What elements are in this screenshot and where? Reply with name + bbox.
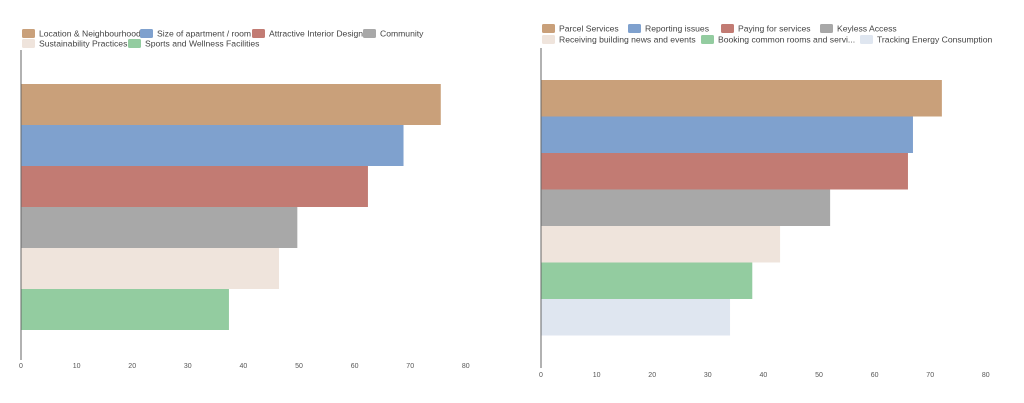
bar <box>541 299 731 336</box>
x-tick-label: 20 <box>648 372 656 379</box>
legend-label: Tracking Energy Consumption <box>877 35 992 45</box>
legend-swatch <box>22 29 35 38</box>
x-tick-label: 60 <box>871 372 879 379</box>
legend-label: Sports and Wellness Facilities <box>145 39 259 49</box>
x-tick-label: 80 <box>982 372 990 379</box>
legend-swatch <box>542 35 555 44</box>
x-tick-label: 10 <box>593 372 601 379</box>
legend-label: Location & Neighbourhood <box>39 29 141 39</box>
x-tick-label: 60 <box>351 363 359 370</box>
chart-right: Parcel Services Reporting issues Paying fo… <box>539 24 992 380</box>
legend-swatch <box>628 24 641 33</box>
legend-swatch <box>701 35 714 44</box>
x-tick-label: 80 <box>462 363 470 370</box>
bar <box>541 80 942 117</box>
chart-left: Location & Neighbourhood Size of apartmen… <box>19 29 470 371</box>
x-tick-label: 0 <box>539 372 543 379</box>
legend-label: Reporting issues <box>645 24 709 34</box>
bar <box>541 189 831 226</box>
x-tick-label: 30 <box>184 363 192 370</box>
bar <box>21 84 441 125</box>
legend-label: Community <box>380 29 424 39</box>
legend-label: Size of apartment / room <box>157 29 251 39</box>
x-tick-label: 50 <box>295 363 303 370</box>
bar <box>21 207 298 248</box>
x-tick-label: 70 <box>926 372 934 379</box>
legend-swatch <box>252 29 265 38</box>
bar <box>541 116 913 153</box>
legend-label: Sustainability Practices <box>39 39 127 49</box>
bar <box>21 289 229 330</box>
x-tick-label: 20 <box>128 363 136 370</box>
legend-label: Booking common rooms and servi... <box>718 35 855 45</box>
legend-swatch <box>860 35 873 44</box>
x-tick-label: 50 <box>815 372 823 379</box>
x-tick-label: 40 <box>240 363 248 370</box>
legend-swatch <box>140 29 153 38</box>
x-tick-label: 40 <box>760 372 768 379</box>
bar <box>21 248 279 289</box>
bar <box>541 262 753 299</box>
x-tick-label: 30 <box>704 372 712 379</box>
legend-label: Parcel Services <box>559 24 619 34</box>
x-tick-label: 10 <box>73 363 81 370</box>
legend-swatch <box>363 29 376 38</box>
x-tick-label: 0 <box>19 363 23 370</box>
legend-label: Keyless Access <box>837 24 897 34</box>
legend-label: Receiving building news and events <box>559 35 696 45</box>
legend-label: Paying for services <box>738 24 811 34</box>
legend-swatch <box>128 39 141 48</box>
x-tick-label: 70 <box>406 363 414 370</box>
bar <box>541 153 908 190</box>
legend-swatch <box>22 39 35 48</box>
legend-swatch <box>721 24 734 33</box>
legend-label: Attractive Interior Design <box>269 29 363 39</box>
legend-swatch <box>820 24 833 33</box>
bar <box>21 166 368 207</box>
bar <box>21 125 404 166</box>
bar <box>541 226 781 263</box>
legend-swatch <box>542 24 555 33</box>
